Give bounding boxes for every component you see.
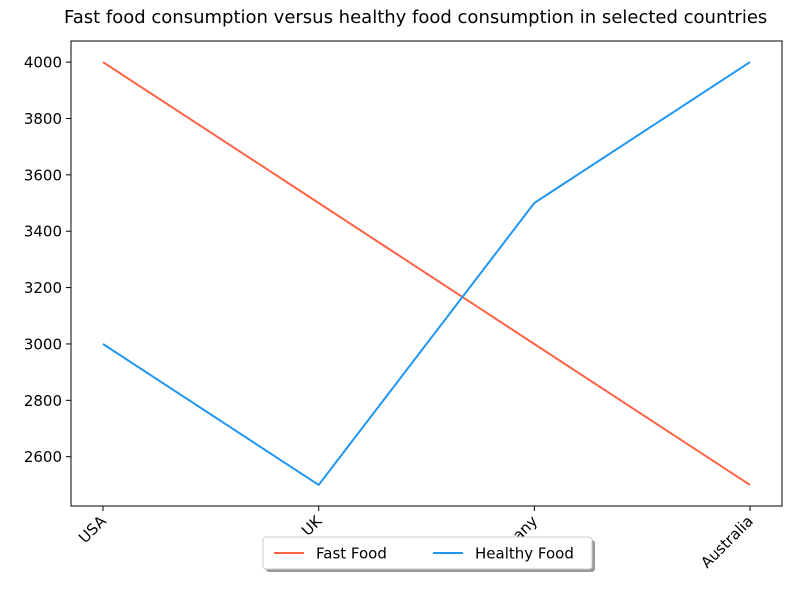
y-tick-label: 2600: [24, 448, 62, 466]
y-tick-label: 3600: [24, 166, 62, 184]
x-tick-label: Australia: [697, 512, 757, 572]
legend-label: Fast Food: [316, 545, 387, 563]
x-tick-label: UK: [298, 511, 326, 539]
x-tick-label: USA: [75, 512, 110, 547]
y-tick-label: 3000: [24, 335, 62, 353]
y-tick-label: 4000: [24, 54, 62, 72]
y-tick-label: 3200: [24, 279, 62, 297]
chart-title: Fast food consumption versus healthy foo…: [64, 7, 767, 28]
y-tick-label: 3400: [24, 223, 62, 241]
y-tick-label: 3800: [24, 110, 62, 128]
legend-label: Healthy Food: [475, 545, 574, 563]
y-tick-label: 2800: [24, 392, 62, 410]
